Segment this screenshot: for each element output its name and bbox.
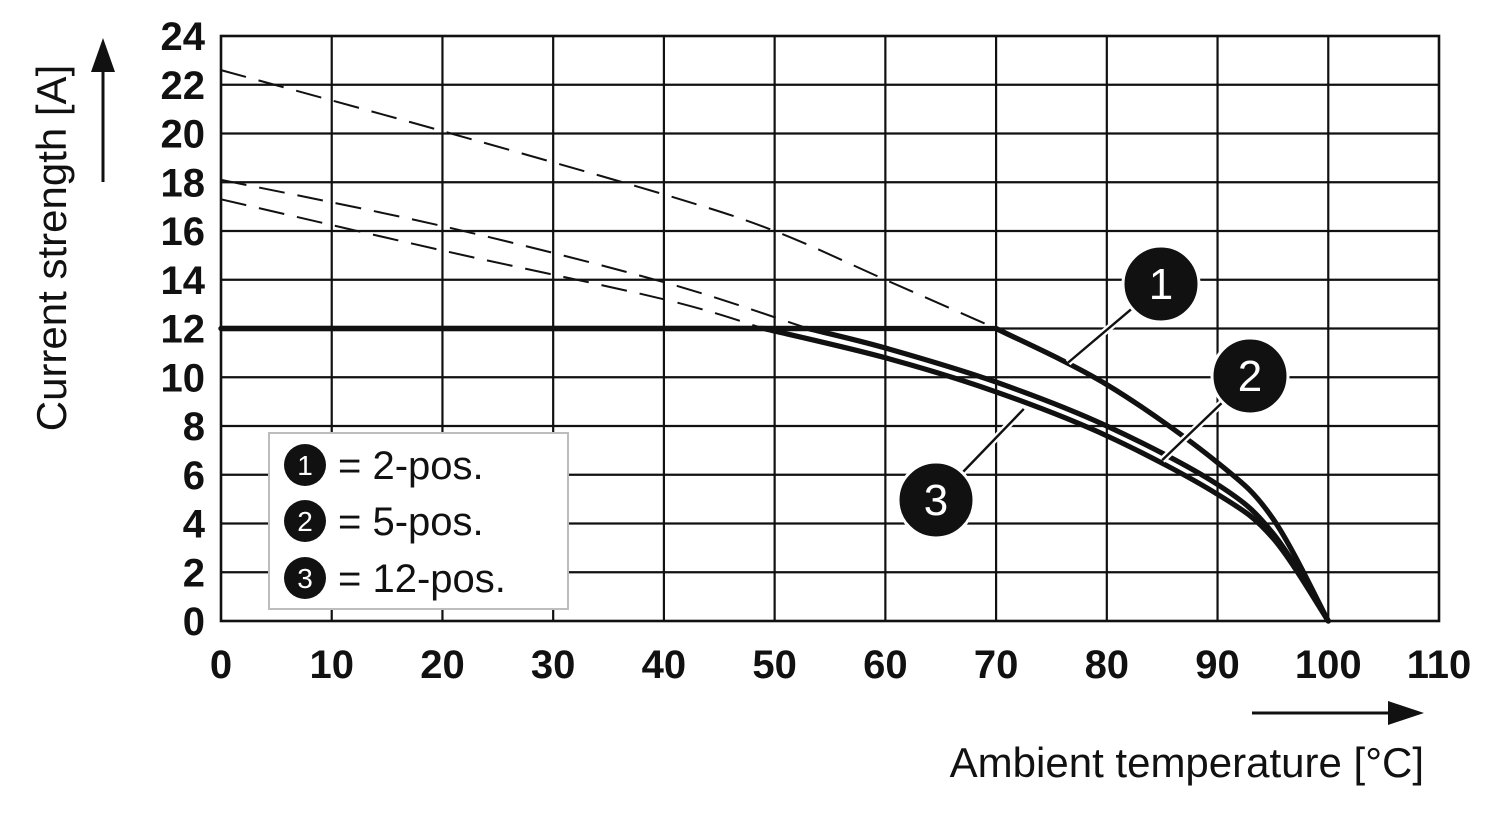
series-1-line	[218, 325, 1331, 624]
x-tick-label: 50	[752, 643, 797, 687]
legend-item: 2 = 5-pos.	[284, 500, 484, 544]
legend-badge-label: 2	[297, 506, 313, 537]
legend-badge-icon	[284, 444, 326, 486]
x-tick-label: 60	[863, 643, 908, 687]
callouts: 1 2 3	[896, 244, 1290, 540]
legend-label: = 2-pos.	[338, 444, 484, 488]
y-tick-label: 20	[161, 113, 206, 157]
x-axis-arrow-icon	[1252, 701, 1424, 725]
x-tick-label: 30	[531, 643, 576, 687]
callout-label: 3	[924, 476, 948, 525]
y-tick-label: 6	[183, 454, 205, 498]
x-tick-label: 70	[974, 643, 1019, 687]
series-2-line	[218, 325, 1331, 624]
y-tick-label: 8	[183, 405, 205, 449]
legend-badge-icon	[284, 557, 326, 599]
y-tick-label: 18	[161, 161, 206, 205]
x-tick-label: 20	[420, 643, 465, 687]
callout-badge-icon	[1210, 336, 1290, 416]
legend-item: 1 = 2-pos.	[284, 444, 484, 488]
legend-label: = 5-pos.	[338, 500, 484, 544]
x-tick-label: 0	[210, 643, 232, 687]
legend-label: = 12-pos.	[338, 557, 506, 601]
x-tick-label: 40	[642, 643, 687, 687]
x-tick-label: 80	[1085, 643, 1130, 687]
series-1-dashed-line	[220, 69, 997, 330]
x-axis-title: Ambient temperature [°C]	[950, 739, 1424, 786]
callout-label: 1	[1149, 260, 1173, 309]
legend-badge-label: 1	[297, 450, 313, 481]
y-tick-label: 2	[183, 551, 205, 595]
legend-item: 3 = 12-pos.	[284, 557, 506, 601]
callout-badge-icon	[896, 460, 976, 540]
callout-leader-line	[1067, 307, 1133, 364]
y-tick-label: 14	[161, 259, 206, 303]
series-3-line	[218, 325, 1331, 624]
x-tick-label: 90	[1195, 643, 1240, 687]
callout-leader-line	[1161, 401, 1224, 461]
y-tick-label: 22	[161, 64, 206, 108]
x-tick-label: 100	[1295, 643, 1362, 687]
y-tick-label: 0	[183, 600, 205, 644]
y-tick-label: 12	[161, 308, 206, 352]
callout-leader-line	[961, 408, 1025, 474]
callout-2: 2	[1159, 336, 1290, 463]
series-lines	[218, 69, 1331, 624]
series-3-dashed-line	[220, 198, 764, 330]
x-tick-label: 110	[1407, 643, 1472, 687]
callout-3: 3	[896, 406, 1027, 540]
legend-badge-label: 3	[297, 563, 313, 594]
legend: 1 = 2-pos. 2 = 5-pos. 3 = 12-pos.	[268, 432, 569, 610]
y-tick-label: 4	[183, 503, 206, 547]
callout-label: 2	[1238, 352, 1262, 401]
series-2-dashed-line	[220, 178, 809, 330]
y-axis-arrow-icon	[91, 38, 115, 182]
callout-1: 1	[1065, 244, 1201, 366]
callout-badge-icon	[1121, 244, 1201, 324]
y-tick-label: 24	[161, 15, 206, 59]
legend-badge-icon	[284, 500, 326, 542]
y-tick-label: 16	[161, 210, 206, 254]
y-tick-label: 10	[161, 356, 206, 400]
y-axis-title: Current strength [A]	[28, 65, 75, 432]
x-tick-label: 10	[309, 643, 354, 687]
x-tick-labels: 0 10 20 30 40 50 60 70 80 90 100 110	[210, 643, 1471, 687]
